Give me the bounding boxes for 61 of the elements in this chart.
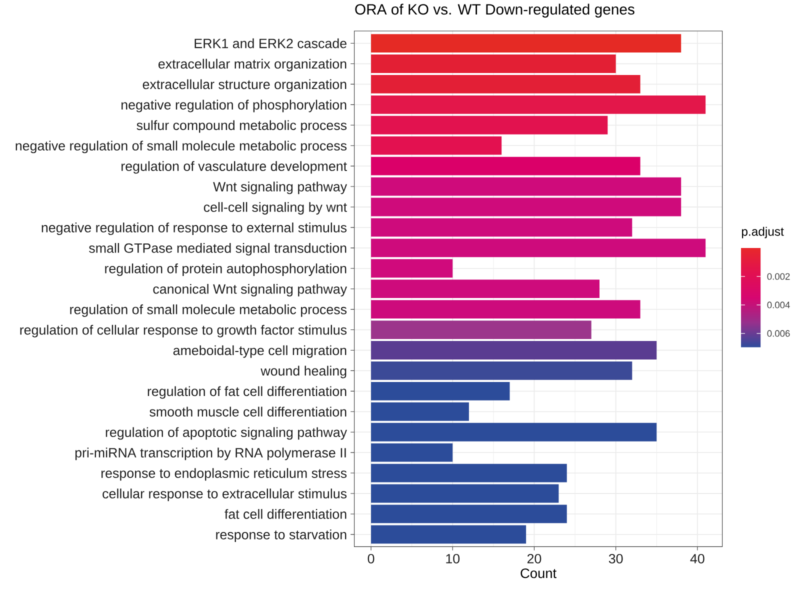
bar (371, 156, 640, 176)
bar (371, 443, 453, 462)
bar (371, 280, 600, 298)
y-tick-label: Wnt signaling pathway (213, 182, 348, 194)
y-tick-label: response to starvation (216, 530, 346, 542)
bar (371, 116, 608, 134)
y-tick-label: negative regulation of small molecule metabolic process (16, 140, 347, 154)
y-tick-label: cell-cell signaling by wnt (204, 202, 347, 215)
y-tick-label: canonical Wnt signaling pathway (153, 284, 348, 296)
chart-title: ORA of KO vs. WT Down-regulated genes (355, 4, 634, 18)
bar (371, 177, 682, 196)
y-tick-label: regulation of apoptotic signaling pathway (106, 427, 348, 440)
x-tick-label: 0 (368, 554, 374, 564)
y-tick-label: smooth muscle cell differentiation (150, 406, 346, 417)
bar (371, 422, 657, 442)
y-tick-label: negative regulation of phosphorylation (122, 100, 346, 112)
bar (371, 464, 567, 482)
color-bar-title: p.adjust (742, 226, 784, 238)
bar (371, 382, 510, 400)
bar (371, 320, 592, 339)
y-tick-label: sulfur compound metabolic process (136, 120, 347, 133)
bar (371, 402, 469, 421)
x-tick-label: 40 (690, 554, 704, 564)
y-tick-label: response to endoplasmic reticulum stress (101, 468, 347, 481)
bar (371, 238, 706, 258)
x-tick-label: 30 (608, 554, 623, 564)
y-tick-label: regulation of cellular response to growth factor stimulus (20, 324, 347, 338)
bar (371, 54, 616, 73)
color-bar-label: 0.006 (767, 330, 790, 337)
color-bar-label: 0.002 (767, 273, 790, 280)
x-tick-label: 20 (527, 554, 542, 564)
y-tick-label: pri-miRNA transcription by RNA polymerase II (75, 448, 346, 460)
x-axis-title: Count (520, 568, 556, 578)
bar (371, 341, 657, 360)
bar (371, 34, 682, 52)
y-tick-label: extracellular structure organization (142, 79, 346, 92)
y-tick-label: cellular response to extracellular stimulus (102, 488, 347, 502)
bar (371, 75, 640, 94)
y-tick-label: ameboidal-type cell migration (173, 345, 346, 358)
y-tick-label: small GTPase mediated signal transduction (89, 243, 346, 256)
bar (371, 484, 559, 503)
y-tick-label: fat cell differentiation (224, 509, 346, 519)
y-tick-label: negative regulation of response to external stimulus (42, 222, 347, 236)
y-tick-label: regulation of protein autophosphorylation (105, 263, 346, 276)
color-bar-label: 0.004 (767, 302, 790, 308)
bar (371, 218, 632, 237)
bar (371, 136, 502, 155)
bar (371, 362, 632, 380)
y-tick-label: regulation of fat cell differentiation (148, 386, 346, 399)
y-tick-label: wound healing (260, 366, 346, 378)
x-tick-label: 10 (446, 554, 460, 564)
bar (371, 259, 453, 278)
y-tick-label: ERK1 and ERK2 cascade (194, 38, 346, 48)
y-tick-label: extracellular matrix organization (158, 58, 346, 72)
bar (371, 300, 640, 319)
bar (371, 95, 706, 114)
y-tick-label: regulation of vasculature development (122, 161, 347, 174)
bar (371, 525, 526, 544)
bar (371, 504, 567, 524)
bar (371, 198, 682, 216)
y-tick-label: regulation of small molecule metabolic process (70, 304, 347, 317)
